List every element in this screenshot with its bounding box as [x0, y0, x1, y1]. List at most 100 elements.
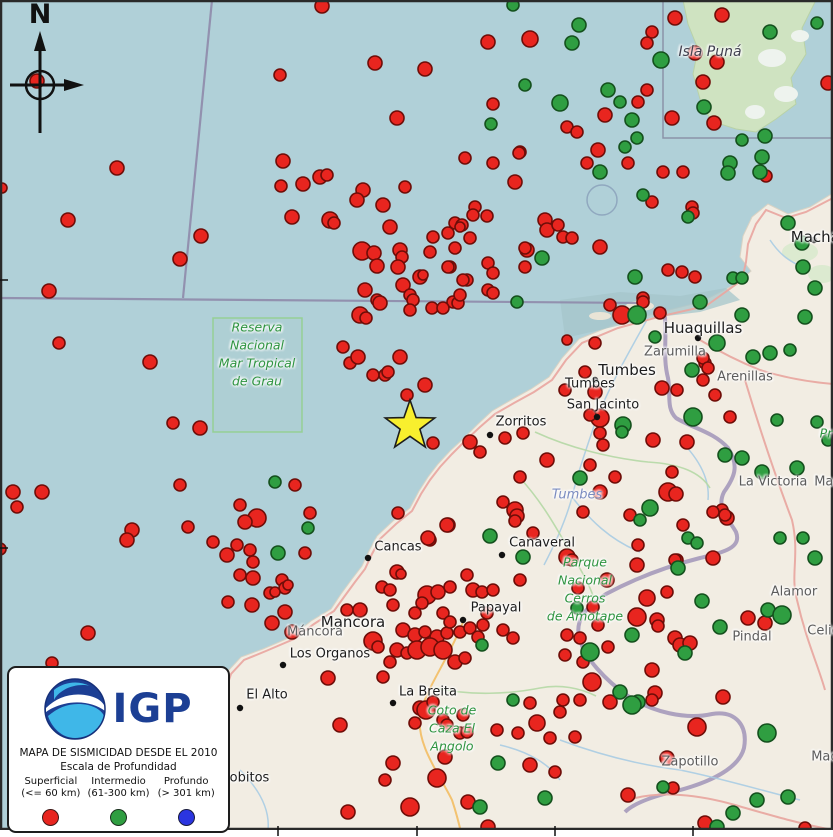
earthquake-dot-superficial [653, 306, 667, 320]
earthquake-dot-superficial [597, 107, 613, 123]
earthquake-dot-superficial [395, 277, 411, 293]
earthquake-dot-intermedio [754, 464, 770, 480]
earthquake-dot-superficial [350, 349, 366, 365]
graticule-ticks [0, 279, 694, 836]
earthquake-dot-superficial [490, 723, 504, 737]
earthquake-dot-superficial [664, 110, 680, 126]
earthquake-dot-intermedio [810, 16, 824, 30]
earthquake-dot-intermedio [641, 499, 659, 517]
earthquake-dot-superficial [389, 110, 405, 126]
earthquake-dot-intermedio [506, 693, 520, 707]
earthquake-dot-superficial [395, 568, 407, 580]
earthquake-dot-superficial [715, 689, 731, 705]
earthquake-dot-superficial [372, 295, 388, 311]
earthquake-dot-superficial [391, 506, 405, 520]
earthquake-dot-intermedio [797, 309, 813, 325]
earthquake-dot-superficial [403, 303, 417, 317]
earthquake-dot-superficial [706, 505, 720, 519]
earthquake-dot-superficial [587, 384, 603, 400]
earthquake-dot-intermedio [692, 294, 708, 310]
earthquake-dot-superficial [298, 546, 312, 560]
earthquake-dot-superficial [656, 165, 670, 179]
earthquake-dot-intermedio [570, 601, 584, 615]
earthquake-dot-superficial [382, 219, 398, 235]
road-secondary [418, 621, 464, 837]
earthquake-dot-intermedio [482, 528, 498, 544]
earthquake-dot-superficial [390, 259, 406, 275]
earthquake-dot-superficial [366, 245, 382, 261]
island-channel [745, 105, 765, 119]
earthquake-dot-superficial [709, 54, 725, 70]
earthquake-dot-intermedio [745, 349, 761, 365]
earthquake-dot-superficial [441, 226, 455, 240]
earthquake-dot-intermedio [627, 269, 643, 285]
earthquake-dot-superficial [583, 458, 597, 472]
town-dot [236, 704, 244, 712]
earthquake-dot-superficial [415, 596, 429, 610]
earthquake-dot-superficial [463, 621, 477, 635]
earthquake-dot-intermedio [551, 94, 569, 112]
earthquake-dot-superficial [556, 693, 570, 707]
earthquake-dot-superficial [349, 192, 365, 208]
town-dot [279, 661, 287, 669]
earthquake-dot-superficial [695, 74, 711, 90]
earthquake-dot-superficial [233, 568, 247, 582]
earthquake-dot-superficial [498, 431, 512, 445]
earthquake-dot-intermedio [572, 470, 588, 486]
earthquake-dot-intermedio [821, 433, 833, 447]
earthquake-dot-superficial [221, 595, 235, 609]
earthquake-dot-superficial [193, 228, 209, 244]
igp-logo: IGP [9, 678, 228, 740]
earthquake-dot-superficial [512, 146, 526, 160]
earthquake-dot-superficial [383, 583, 397, 597]
earthquake-dot-superficial [375, 197, 391, 213]
earthquake-dot-superficial [576, 505, 590, 519]
island-channel [791, 30, 809, 42]
earthquake-dot-superficial [52, 336, 66, 350]
earthquake-dot-superficial [599, 572, 615, 588]
earthquake-dot-superficial [244, 597, 260, 613]
earthquake-dot-superficial [513, 573, 527, 587]
earthquake-dot-superficial [426, 230, 440, 244]
earthquake-dot-superficial [592, 239, 608, 255]
maritime-boundary [181, 0, 214, 299]
earthquake-dot-superficial [661, 263, 675, 277]
earthquake-dot-superficial [480, 209, 494, 223]
earthquake-dot-intermedio [564, 35, 580, 51]
earthquake-dot-intermedio [720, 165, 736, 181]
earthquake-dot-intermedio [696, 99, 712, 115]
earthquake-dot-superficial [705, 550, 721, 566]
earthquake-dot-superficial [627, 607, 647, 627]
earthquake-dot-superficial [352, 602, 368, 618]
earthquake-dot-intermedio [717, 447, 733, 463]
earthquake-dot-superficial [675, 265, 689, 279]
earthquake-dot-intermedio [475, 638, 489, 652]
earthquake-dot-intermedio [810, 415, 824, 429]
earthquake-dot-intermedio [615, 425, 629, 439]
earthquake-dot-superficial [340, 603, 354, 617]
town-dot [459, 616, 467, 624]
earthquake-dot-superficial [430, 584, 446, 600]
earthquake-dot-superficial [336, 340, 350, 354]
earthquake-dot-superficial [654, 380, 670, 396]
earthquake-dot-superficial [219, 547, 235, 563]
earthquake-dot-superficial [506, 631, 520, 645]
earthquake-dot-superficial [275, 153, 291, 169]
earthquake-dot-intermedio [270, 545, 286, 561]
earthquake-dot-superficial [233, 498, 247, 512]
earthquake-dot-superficial [740, 610, 756, 626]
earthquake-dot-intermedio [694, 593, 710, 609]
earthquake-dot-intermedio [735, 133, 749, 147]
earthquake-dot-superficial [376, 670, 390, 684]
earthquake-dot-superficial [303, 506, 317, 520]
earthquake-dot-superficial [486, 97, 500, 111]
earthquake-dot-superficial [621, 156, 635, 170]
earthquake-dot-superficial [596, 438, 610, 452]
earthquake-dot-superficial [458, 651, 472, 665]
earthquake-dot-superficial [582, 672, 602, 692]
earthquake-dot-superficial [426, 436, 440, 450]
legend-box: IGP MAPA DE SISMICIDAD DESDE EL 2010 Esc… [7, 666, 230, 833]
earthquake-dot-superficial [392, 349, 408, 365]
earthquake-dot-superficial [553, 705, 567, 719]
